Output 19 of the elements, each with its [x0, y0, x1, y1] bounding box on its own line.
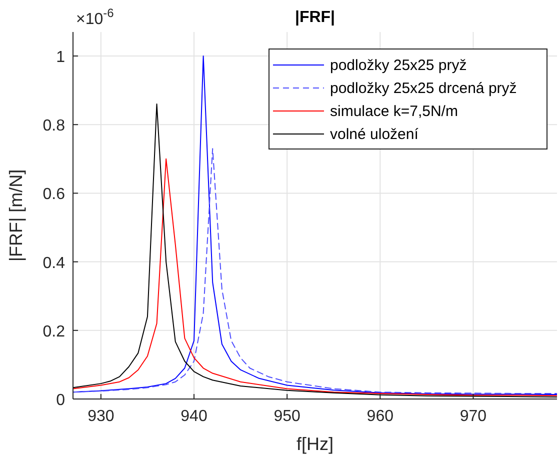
x-tick-label: 970 — [460, 408, 487, 425]
chart-title: |FRF| — [294, 9, 336, 26]
y-tick-label: 0 — [56, 392, 66, 409]
y-tick-label: 0.8 — [42, 118, 66, 135]
x-tick-label: 930 — [88, 408, 114, 425]
legend-label: podložky 25x25 drcená pryž — [330, 80, 517, 97]
legend-label: podložky 25x25 pryž — [330, 57, 467, 74]
y-tick-label: 0.4 — [42, 254, 66, 272]
y-tick-label: 0.2 — [42, 323, 66, 340]
text: ×10$^{-6}$ — [76, 6, 114, 28]
y-tick-label: 0.6 — [42, 186, 66, 204]
x-tick-label: 960 — [366, 408, 394, 425]
x-tick-label: 950 — [274, 408, 301, 425]
x-tick-label: 940 — [180, 408, 208, 425]
legend-label: volné uložení — [330, 126, 420, 143]
legend-label: simulace k=7,5N/m — [330, 103, 458, 120]
y-tick-label: 1 — [56, 49, 66, 66]
x-axis-title: f[Hz] — [296, 434, 334, 454]
y-axis-title: |FRF| [m/N] — [6, 169, 26, 262]
